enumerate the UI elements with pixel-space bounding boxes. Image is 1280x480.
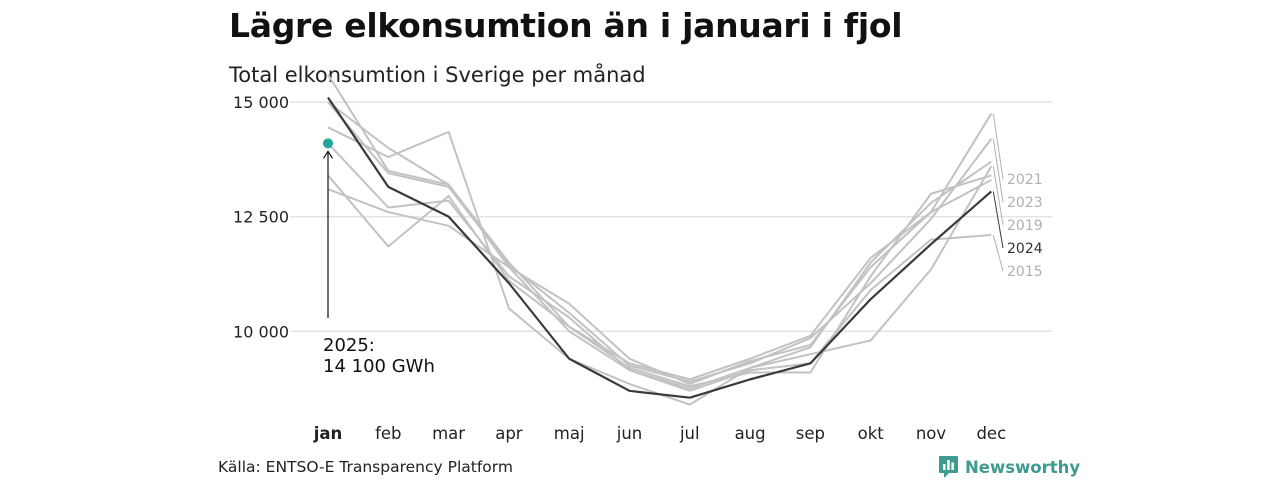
bar-chart-speech-bubble-icon (939, 456, 958, 478)
x-tick-label: jul (679, 424, 700, 443)
series-label: 2023 (1007, 195, 1043, 211)
series-line-highlight (327, 96, 993, 399)
series-labels: 2024 2021 2023 2019 2015 (992, 113, 1043, 280)
x-axis-ticks: jan feb mar apr maj jun jul aug sep okt nov dec (313, 424, 1006, 443)
series-line (327, 74, 993, 385)
y-axis-ticks: 10 000 12 500 15 000 (233, 93, 289, 341)
chart-subtitle: Total elkonsumtion i Sverige per månad (229, 63, 646, 87)
x-tick-label: okt (858, 424, 885, 443)
series-line (327, 174, 992, 388)
x-tick-label: sep (796, 424, 825, 443)
x-tick-label: dec (976, 424, 1006, 443)
series-label: 2024 (1007, 241, 1043, 257)
x-tick-label: jan (313, 424, 343, 443)
series-label: 2021 (1007, 172, 1043, 188)
series-line (327, 101, 992, 381)
label-connector (992, 138, 1004, 203)
source-note: Källa: ENTSO-E Transparency Platform (218, 458, 513, 476)
x-tick-label: maj (554, 424, 585, 443)
x-tick-label: aug (735, 424, 766, 443)
series-line (327, 101, 993, 383)
series-lines (327, 74, 993, 406)
series-label: 2019 (1007, 218, 1043, 234)
label-connector (992, 113, 1004, 180)
brand-logo: Newsworthy (938, 455, 1080, 479)
series-line (327, 188, 992, 392)
x-tick-label: jun (616, 424, 643, 443)
x-tick-label: mar (432, 424, 465, 443)
label-connector (992, 191, 1004, 249)
y-tick-label: 10 000 (233, 322, 289, 341)
chart-title: Lägre elkonsumtion än i januari i fjol (229, 6, 903, 45)
x-tick-label: apr (495, 424, 523, 443)
brand-name: Newsworthy (965, 457, 1081, 477)
y-tick-label: 12 500 (233, 208, 289, 227)
label-connector (992, 166, 1004, 226)
current-value-point (323, 138, 333, 149)
x-tick-label: feb (375, 424, 401, 443)
annotation-label-value: 14 100 GWh (323, 356, 435, 377)
annotation-arrowhead (322, 150, 334, 159)
annotation-label-year: 2025: (323, 335, 375, 356)
x-tick-label: nov (916, 424, 947, 443)
y-tick-label: 15 000 (233, 93, 289, 112)
series-line (327, 142, 992, 390)
annotation: 2025:14 100 GWh (322, 138, 435, 377)
series-label: 2015 (1007, 264, 1043, 280)
label-connector (992, 234, 1004, 272)
